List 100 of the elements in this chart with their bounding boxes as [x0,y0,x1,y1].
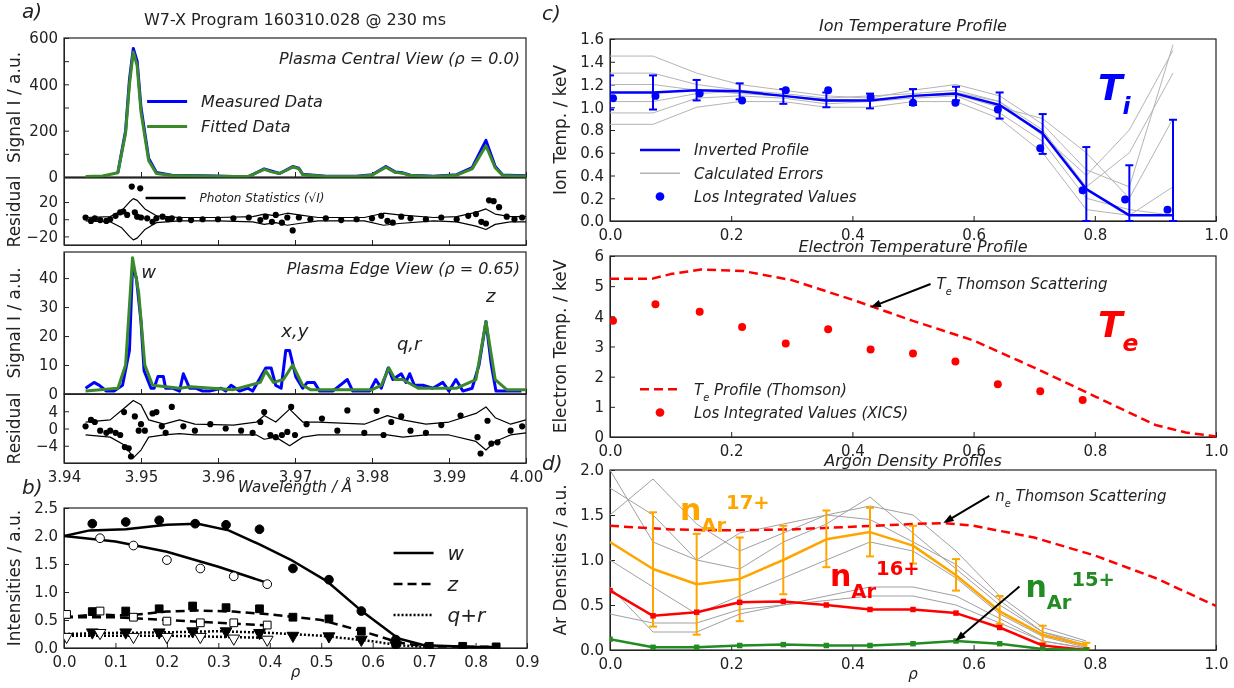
x-tick-label: 0.5 [309,652,334,671]
legend-label: q+r [447,603,487,627]
x-tick-label: 0.3 [206,652,231,671]
annotation: x,y [280,319,309,341]
x-axis-title: ρ [290,663,301,681]
y-tick-label: −20 [26,227,58,246]
x-tick-label: 0.7 [412,652,437,671]
text: a) [22,0,43,23]
y-tick-label: 0 [48,168,58,187]
y-tick-label: 20 [38,327,58,346]
x-tick-label: 1.0 [1204,225,1229,244]
x-tick-label: 0.4 [258,652,283,671]
x-tick-label: 0.4 [840,654,865,673]
legend-label: w [447,541,465,565]
y-tick-label: 30 [38,298,58,317]
x-tick-label: 3.95 [124,467,159,486]
y-tick-label: 3 [594,337,604,356]
y-tick-label: 2.0 [580,461,604,480]
y-tick-label: 6 [594,247,604,266]
legend-label: Fitted Data [201,117,291,136]
annotation: z [484,284,496,306]
x-tick-label: 0.6 [962,654,987,673]
x-tick-label: 0.8 [1083,654,1108,673]
y-tick-label: 0.6 [580,144,604,163]
legend-label: Measured Data [201,92,323,112]
annotation: T$_{e}$ Thomson Scattering [936,275,1108,297]
y-tick-label: 0.2 [580,189,604,208]
x-tick-label: 0.1 [104,652,128,671]
legend-label: Inverted Profile [694,141,810,160]
y-tick-label: 1.5 [580,506,604,525]
y-tick-label: 1.0 [580,551,604,570]
y-tick-label: −4 [35,437,58,456]
annotation: Plasma Edge View (ρ = 0.65) [286,259,520,278]
y-tick-label: 1.4 [580,53,604,72]
y-axis-title: Intensities / a.u. [4,509,24,647]
y-tick-label: 2 [594,367,604,386]
y-tick-label: 0.4 [580,166,604,185]
y-axis-title: Electron Temp. / keV [550,259,570,434]
x-tick-label: 0.2 [719,441,744,460]
y-tick-label: 1.2 [580,75,604,94]
x-tick-label: 1.0 [1204,441,1229,460]
legend-label: Los Integrated Values [694,187,857,206]
y-axis-title: Residual [4,392,24,465]
x-tick-label: 3.94 [47,467,82,486]
x-tick-label: 0.8 [1083,225,1108,244]
x-tick-label: 1.0 [1204,654,1229,673]
y-tick-label: 0.5 [34,611,58,630]
annotation: n$_{e}$ Thomson Scattering [995,487,1167,509]
y-tick-label: 2.5 [34,499,58,518]
legend-label: Los Integrated Values (XICS) [694,403,909,422]
y-tick-label: 0.5 [580,596,604,615]
legend-label: Photon Statistics (√I) [199,191,325,206]
annotation: T$_{i}$ [1098,67,1132,120]
y-tick-label: 0 [48,419,58,438]
y-tick-label: 0.8 [580,121,604,140]
text: d) [542,451,563,475]
x-tick-label: 0.9 [515,652,540,671]
y-axis-title: Ion Temp. / keV [550,64,570,196]
legend-label: z [446,572,459,596]
x-tick-label: 0.2 [719,654,744,673]
annotation: T$_{e}$ [1098,304,1139,357]
y-tick-label: 2.0 [34,527,58,546]
legend-label: T$_{e}$ Profile (Thomson) [694,380,847,402]
x-tick-label: 0.2 [155,652,180,671]
x-tick-label: 3.98 [355,467,390,486]
legend-label: Calculated Errors [694,164,824,183]
text: b) [22,475,43,499]
y-tick-label: 1 [594,398,604,417]
x-tick-label: 0.2 [719,225,744,244]
y-tick-label: 4 [48,402,58,421]
y-tick-label: 1.0 [580,98,604,117]
y-axis-title: Ar Densities / a.u. [550,484,570,636]
y-tick-label: 400 [29,75,58,94]
y-tick-label: 40 [38,269,58,288]
y-tick-label: 20 [38,193,58,212]
chart-title: Ion Temperature Profile [819,16,1008,35]
y-tick-label: 600 [29,29,58,48]
x-axis-title: ρ [908,665,919,683]
y-tick-label: 0 [48,210,58,229]
y-tick-label: 200 [29,121,58,140]
annotation: Plasma Central View (ρ = 0.0) [278,49,520,68]
x-tick-label: 3.96 [201,467,236,486]
text: c) [542,1,561,25]
x-tick-label: 4.00 [509,467,544,486]
x-tick-label: 3.99 [432,467,467,486]
y-tick-label: 1.6 [580,30,604,49]
y-axis-title: Residual [4,175,24,248]
annotation: q,r [396,332,424,354]
chart-title: W7-X Program 160310.028 @ 230 ms [143,10,447,29]
y-axis-title: Signal I / a.u. [4,267,24,379]
y-tick-label: 10 [38,356,58,375]
x-tick-label: 0.8 [1083,441,1108,460]
x-tick-label: 0.6 [361,652,386,671]
x-tick-label: 0.8 [464,652,488,671]
y-tick-label: 1.0 [34,583,58,602]
y-tick-label: 5 [594,277,604,296]
annotation: w [141,261,157,283]
y-axis-title: Signal I / a.u. [4,51,24,164]
y-tick-label: 0 [48,385,58,404]
y-tick-label: 4 [594,307,604,326]
